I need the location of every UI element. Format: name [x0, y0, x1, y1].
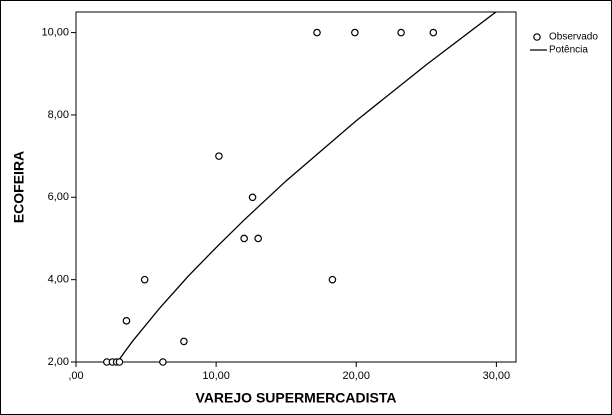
data-point	[429, 28, 438, 37]
y-tick-label: 8,00	[48, 109, 69, 121]
y-tick-label: 2,00	[48, 356, 69, 368]
x-tick-label: ,00	[68, 370, 83, 382]
x-axis-title: VAREJO SUPERMERCADISTA	[196, 390, 397, 406]
y-axis-title: ECOFEIRA	[11, 151, 27, 223]
data-point	[240, 234, 248, 243]
y-tick-label: 10,00	[41, 26, 69, 38]
data-point	[313, 28, 321, 37]
plot-area	[75, 11, 517, 363]
data-point	[248, 193, 257, 202]
y-tick-label: 4,00	[48, 274, 69, 286]
data-point	[159, 358, 167, 366]
legend-symbol	[533, 33, 541, 41]
data-point	[180, 337, 188, 346]
data-point	[351, 28, 359, 37]
data-point	[328, 275, 337, 284]
y-tick-label: 6,00	[48, 191, 69, 203]
data-point	[254, 234, 262, 243]
data-point	[115, 358, 124, 366]
data-point	[122, 317, 131, 325]
x-tick-label: 20,00	[342, 370, 370, 382]
fit-line	[117, 12, 497, 362]
legend-label: Observado	[549, 32, 598, 43]
plot-content	[117, 12, 497, 362]
data-point	[397, 28, 405, 37]
x-tick-label: 10,00	[202, 370, 230, 382]
legend-label: Potência	[549, 45, 588, 56]
data-point	[215, 152, 223, 160]
x-tick-label: 30,00	[483, 370, 511, 382]
data-point	[140, 275, 149, 284]
